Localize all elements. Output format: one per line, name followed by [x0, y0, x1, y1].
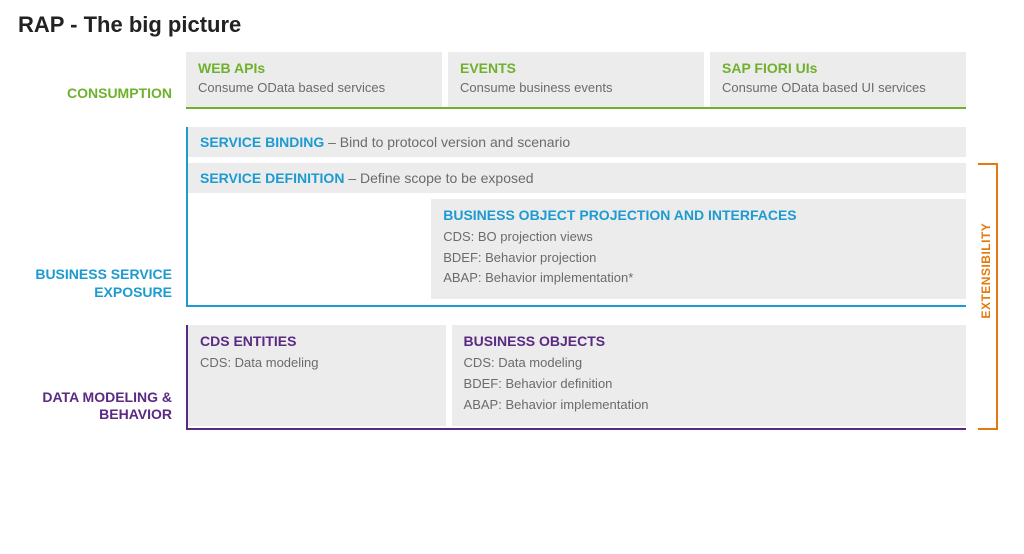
projection-lines: CDS: BO projection views BDEF: Behavior …: [443, 227, 954, 289]
row-label-bse: BUSINESS SERVICE EXPOSURE: [18, 127, 178, 307]
cell-title: BUSINESS OBJECTS: [464, 333, 954, 349]
bse-projection-cell: BUSINESS OBJECT PROJECTION AND INTERFACE…: [431, 199, 966, 299]
consumption-cell-events: EVENTS Consume business events: [448, 52, 704, 107]
dm-cell-cds: CDS ENTITIES CDS: Data modeling: [188, 325, 446, 425]
page-title: RAP - The big picture: [18, 12, 1006, 38]
extensibility-label: EXTENSIBILITY: [979, 223, 993, 319]
dm-line: CDS: Data modeling: [200, 353, 434, 374]
bar-title: SERVICE DEFINITION: [200, 170, 344, 186]
cell-title: SAP FIORI UIs: [722, 60, 954, 76]
extensibility-bar: EXTENSIBILITY: [974, 127, 1006, 430]
cell-title: BUSINESS OBJECT PROJECTION AND INTERFACE…: [443, 207, 954, 223]
cell-title: WEB APIs: [198, 60, 430, 76]
consumption-cell-fiori: SAP FIORI UIs Consume OData based UI ser…: [710, 52, 966, 107]
proj-line: ABAP: Behavior implementation*: [443, 268, 954, 289]
rap-diagram: CONSUMPTION WEB APIs Consume OData based…: [18, 52, 1006, 430]
bse-bar-definition: SERVICE DEFINITION – Define scope to be …: [188, 163, 966, 193]
bar-title: SERVICE BINDING: [200, 134, 324, 150]
dm-lines: CDS: Data modeling: [200, 353, 434, 374]
dm-lines: CDS: Data modeling BDEF: Behavior defini…: [464, 353, 954, 415]
cell-title: EVENTS: [460, 60, 692, 76]
bar-sub: – Bind to protocol version and scenario: [324, 134, 570, 150]
consumption-cell-webapis: WEB APIs Consume OData based services: [186, 52, 442, 107]
cell-sub: Consume OData based services: [198, 80, 430, 97]
proj-line: BDEF: Behavior projection: [443, 248, 954, 269]
dm-line: CDS: Data modeling: [464, 353, 954, 374]
spacer: [974, 52, 1006, 109]
consumption-row: WEB APIs Consume OData based services EV…: [186, 52, 966, 109]
bse-row: SERVICE BINDING – Bind to protocol versi…: [186, 127, 966, 307]
cell-title: CDS ENTITIES: [200, 333, 434, 349]
dm-line: ABAP: Behavior implementation: [464, 395, 954, 416]
row-label-consumption: CONSUMPTION: [18, 52, 178, 109]
spacer: [188, 199, 431, 299]
dm-cell-bo: BUSINESS OBJECTS CDS: Data modeling BDEF…: [452, 325, 966, 425]
cell-sub: Consume OData based UI services: [722, 80, 954, 97]
bar-sub: – Define scope to be exposed: [344, 170, 533, 186]
dm-row: CDS ENTITIES CDS: Data modeling BUSINESS…: [186, 325, 966, 429]
bse-bar-binding: SERVICE BINDING – Bind to protocol versi…: [188, 127, 966, 157]
proj-line: CDS: BO projection views: [443, 227, 954, 248]
cell-sub: Consume business events: [460, 80, 692, 97]
row-label-dm: DATA MODELING & BEHAVIOR: [18, 325, 178, 429]
dm-line: BDEF: Behavior definition: [464, 374, 954, 395]
bse-projection-row: BUSINESS OBJECT PROJECTION AND INTERFACE…: [188, 199, 966, 299]
